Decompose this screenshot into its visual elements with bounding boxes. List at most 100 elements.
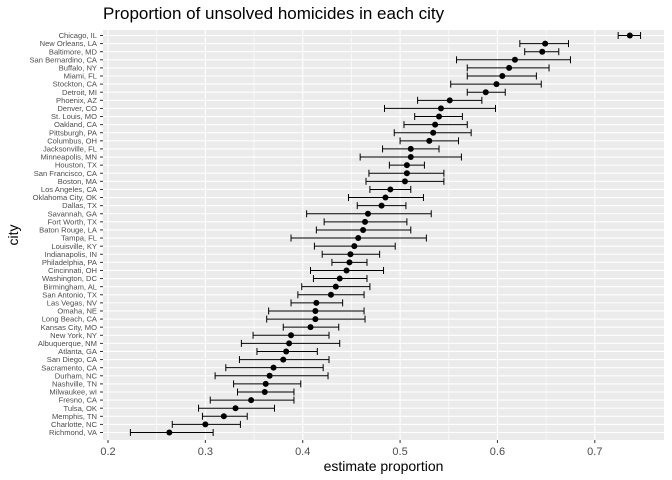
y-tick-label: Tulsa, OK xyxy=(64,404,97,413)
y-tick-label: Fresno, CA xyxy=(59,396,98,405)
y-tick-label: Las Vegas, NV xyxy=(47,298,98,307)
estimate-point xyxy=(343,267,350,274)
chart-title: Proportion of unsolved homicides in each… xyxy=(103,4,445,23)
estimate-point xyxy=(407,154,414,161)
estimate-point xyxy=(407,145,414,152)
y-tick-label: St. Louis, MO xyxy=(51,112,97,121)
y-tick-label: Savannah, GA xyxy=(48,209,98,218)
y-tick-label: Omaha, NE xyxy=(57,307,97,316)
estimate-point xyxy=(493,81,500,88)
estimate-point xyxy=(261,388,268,395)
estimate-point xyxy=(437,105,444,112)
estimate-point xyxy=(327,291,334,298)
estimate-point xyxy=(539,48,546,55)
x-axis-ticks: 0.2 0.3 0.4 0.5 0.6 0.7 xyxy=(100,440,602,458)
y-tick-label: Los Angeles, CA xyxy=(41,185,98,194)
estimate-point xyxy=(401,178,408,185)
y-tick-label: New Orleans, LA xyxy=(40,39,98,48)
estimate-point xyxy=(542,40,549,47)
x-axis-title: estimate proportion xyxy=(324,458,444,474)
y-tick-marks xyxy=(100,35,103,433)
estimate-point xyxy=(426,137,433,144)
estimate-point xyxy=(220,413,227,420)
y-tick-label: Detroit, MI xyxy=(62,88,97,97)
estimate-point xyxy=(382,194,389,201)
y-tick-label: Stockton, CA xyxy=(53,80,98,89)
y-tick-label: Tampa, FL xyxy=(61,234,97,243)
y-tick-label: Indianapolis, IN xyxy=(45,250,97,259)
y-tick-label: Long Beach, CA xyxy=(42,315,98,324)
y-tick-label: Minneapolis, MN xyxy=(40,153,97,162)
estimate-point xyxy=(332,283,339,290)
estimate-point xyxy=(360,226,367,233)
y-tick-label: Richmond, VA xyxy=(49,428,98,437)
y-tick-label: Houston, TX xyxy=(55,161,97,170)
x-tick-label: 0.7 xyxy=(587,446,602,458)
y-tick-label: Philadelphia, PA xyxy=(42,258,98,267)
estimate-point xyxy=(364,210,371,217)
estimate-point xyxy=(166,429,173,436)
x-tick-label: 0.6 xyxy=(490,446,505,458)
estimate-point xyxy=(378,202,385,209)
y-tick-label: Miami, FL xyxy=(64,72,97,81)
y-tick-label: Denver, CO xyxy=(57,104,97,113)
y-tick-label: Pittsburgh, PA xyxy=(49,128,98,137)
y-tick-label: Jacksonville, FL xyxy=(43,145,97,154)
estimate-point xyxy=(355,235,362,242)
y-tick-label: Baton Rouge, LA xyxy=(39,226,98,235)
y-axis-title: city xyxy=(5,225,21,246)
estimate-point xyxy=(351,243,358,250)
y-tick-label: New York, NY xyxy=(50,331,97,340)
y-tick-label: Columbus, OH xyxy=(47,136,97,145)
estimate-point xyxy=(313,299,320,306)
y-tick-label: Albuquerque, NM xyxy=(38,339,97,348)
estimate-point xyxy=(347,251,354,258)
y-tick-label: Oakland, CA xyxy=(54,120,98,129)
y-tick-label: Sacramento, CA xyxy=(41,363,98,372)
estimate-point xyxy=(499,73,506,80)
y-tick-label: Fort Worth, TX xyxy=(47,217,97,226)
estimate-point xyxy=(262,380,269,387)
estimate-point xyxy=(312,307,319,314)
estimate-point xyxy=(362,218,369,225)
plot-panel xyxy=(103,30,664,440)
estimate-point xyxy=(430,129,437,136)
y-tick-label: Buffalo, NY xyxy=(59,64,97,73)
estimate-point xyxy=(248,397,255,404)
estimate-point xyxy=(280,356,287,363)
y-tick-label: Durham, NC xyxy=(55,371,98,380)
data-points xyxy=(166,32,633,436)
estimate-point xyxy=(446,97,453,104)
y-tick-label: Cincinnati, OH xyxy=(48,266,97,275)
x-tick-label: 0.5 xyxy=(392,446,407,458)
estimate-point xyxy=(232,405,239,412)
y-tick-label: Milwaukee, wI xyxy=(49,388,97,397)
y-tick-label: Louisville, KY xyxy=(51,242,97,251)
estimate-point xyxy=(288,332,295,339)
y-tick-label: San Francisco, CA xyxy=(34,169,98,178)
y-tick-label: Charlotte, NC xyxy=(51,420,98,429)
estimate-point xyxy=(436,113,443,120)
y-tick-label: Washington, DC xyxy=(42,274,98,283)
y-tick-label: Kansas City, MO xyxy=(41,323,97,332)
estimate-point xyxy=(266,372,273,379)
y-tick-label: San Antonio, TX xyxy=(42,290,97,299)
estimate-point xyxy=(312,316,319,323)
y-tick-label: Memphis, TN xyxy=(52,412,97,421)
estimate-point xyxy=(403,170,410,177)
y-tick-label: Oklahoma City, OK xyxy=(33,193,97,202)
y-tick-label: Atlanta, GA xyxy=(58,347,98,356)
estimate-point xyxy=(346,259,353,266)
y-tick-label: Dallas, TX xyxy=(62,201,97,210)
estimate-point xyxy=(511,56,518,63)
estimate-point xyxy=(283,348,290,355)
estimate-point xyxy=(626,32,633,39)
gridlines xyxy=(103,30,664,440)
estimate-point xyxy=(307,324,314,331)
estimate-point xyxy=(270,364,277,371)
estimate-point xyxy=(387,186,394,193)
estimate-point xyxy=(506,64,513,71)
estimate-point xyxy=(336,275,343,282)
